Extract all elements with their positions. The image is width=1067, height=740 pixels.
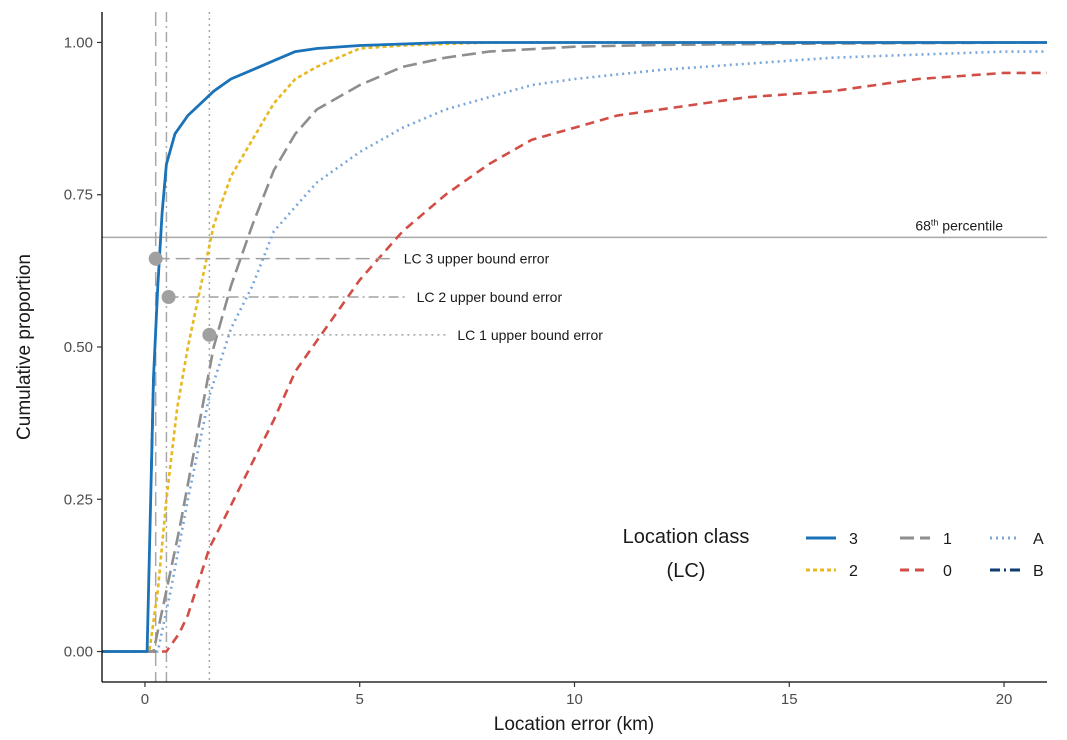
axes: 0 5 10 15 200.000.250.500.751.00 bbox=[64, 12, 1047, 708]
annotation-label-1: LC 2 upper bound error bbox=[417, 289, 563, 305]
annotation-label-2: LC 1 upper bound error bbox=[457, 327, 603, 343]
x-tick-label: 5 bbox=[356, 691, 364, 708]
legend-label-lc-a: A bbox=[1033, 531, 1044, 548]
annotation-point-1 bbox=[161, 290, 176, 305]
annotation-label-0: LC 3 upper bound error bbox=[404, 251, 550, 267]
reference-lines: 68th percentile bbox=[102, 12, 1047, 682]
percentile-label: 68th percentile bbox=[915, 217, 1003, 233]
annotation-point-0 bbox=[148, 251, 163, 266]
x-tick-label: 10 bbox=[566, 691, 583, 708]
legend-label-lc-1: 1 bbox=[943, 531, 952, 548]
data-series bbox=[102, 41, 1048, 653]
legend-label-lc-2: 2 bbox=[849, 563, 858, 580]
legend-label-lc-b: B bbox=[1033, 563, 1044, 580]
legend-title-line-2: (LC) bbox=[667, 560, 706, 582]
y-tick-label: 0.00 bbox=[64, 644, 93, 661]
annotation-point-2 bbox=[202, 327, 217, 342]
y-tick-label: 0.75 bbox=[64, 187, 93, 204]
legend-label-lc-0: 0 bbox=[943, 563, 952, 580]
legend-label-lc-3: 3 bbox=[849, 531, 858, 548]
series-line-lc-1 bbox=[102, 41, 1048, 653]
series-line-lc-3 bbox=[102, 41, 1047, 653]
series-line-lc-0 bbox=[102, 71, 1047, 653]
y-tick-label: 0.50 bbox=[64, 339, 93, 356]
legend-title-line-1: Location class bbox=[623, 526, 750, 548]
legend: Location class (LC) 3 1 A 2 0 B bbox=[623, 526, 1044, 582]
x-tick-label: 20 bbox=[996, 691, 1013, 708]
x-axis-title: Location error (km) bbox=[494, 714, 655, 735]
series-line-lc-2 bbox=[102, 41, 1047, 653]
series-line-lc-a bbox=[102, 50, 1047, 653]
y-axis-title: Cumulative proportion bbox=[14, 254, 35, 440]
y-tick-label: 0.25 bbox=[64, 491, 93, 508]
x-tick-label: 15 bbox=[781, 691, 798, 708]
x-tick-label: 0 bbox=[141, 691, 149, 708]
annotations: LC 3 upper bound error LC 2 upper bound e… bbox=[148, 251, 603, 343]
y-tick-label: 1.00 bbox=[64, 34, 93, 51]
